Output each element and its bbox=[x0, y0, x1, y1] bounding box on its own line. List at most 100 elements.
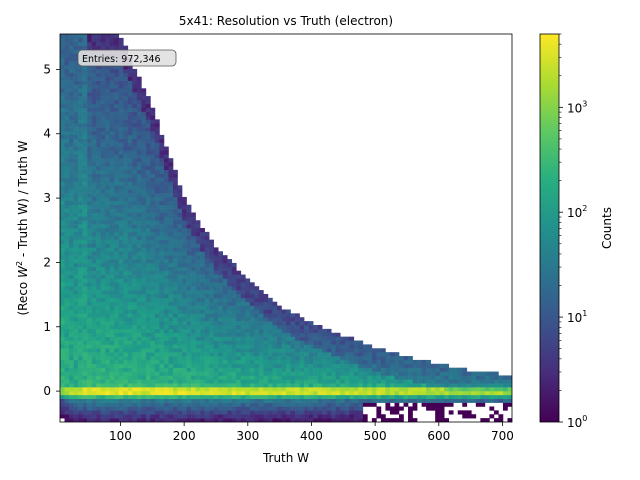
heatmap-cell bbox=[200, 379, 205, 384]
heatmap-cell bbox=[91, 127, 97, 132]
heatmap-cell bbox=[73, 398, 79, 403]
heatmap-cell bbox=[127, 173, 133, 178]
heatmap-cell bbox=[163, 390, 169, 396]
heatmap-cell bbox=[177, 340, 183, 345]
heatmap-cell bbox=[69, 418, 74, 422]
heatmap-cell bbox=[87, 119, 92, 124]
heatmap-cell bbox=[132, 321, 138, 326]
heatmap-cell bbox=[195, 325, 201, 330]
heatmap-cell bbox=[290, 402, 296, 407]
heatmap-cell bbox=[96, 45, 101, 50]
heatmap-cell bbox=[308, 390, 314, 396]
heatmap-cell bbox=[109, 45, 115, 50]
heatmap-cell bbox=[267, 301, 273, 306]
heatmap-cell bbox=[177, 255, 183, 260]
heatmap-cell bbox=[154, 290, 160, 295]
heatmap-cell bbox=[371, 387, 377, 392]
heatmap-cell bbox=[145, 317, 151, 322]
heatmap-cell bbox=[159, 235, 165, 240]
heatmap-cell bbox=[100, 45, 106, 50]
heatmap-cell bbox=[132, 196, 138, 202]
heatmap-cell bbox=[64, 278, 70, 283]
heatmap-cell bbox=[177, 410, 183, 415]
heatmap-cell bbox=[182, 220, 187, 225]
heatmap-cell bbox=[326, 371, 332, 376]
heatmap-cell bbox=[109, 212, 115, 217]
heatmap-cell bbox=[177, 325, 183, 330]
heatmap-cell bbox=[475, 379, 481, 384]
heatmap-cell bbox=[173, 317, 178, 322]
heatmap-cell bbox=[73, 367, 79, 372]
heatmap-cell bbox=[132, 224, 138, 229]
heatmap-cell bbox=[371, 367, 377, 372]
heatmap-cell bbox=[82, 181, 88, 186]
heatmap-cell bbox=[154, 146, 160, 151]
heatmap-cell bbox=[109, 92, 115, 97]
heatmap-cell bbox=[123, 352, 129, 357]
heatmap-cell bbox=[408, 414, 413, 419]
heatmap-cell bbox=[213, 387, 219, 392]
heatmap-cell bbox=[213, 286, 219, 291]
heatmap-cell bbox=[87, 127, 92, 132]
heatmap-cell bbox=[64, 99, 70, 105]
heatmap-cell bbox=[295, 387, 300, 392]
heatmap-cell bbox=[168, 262, 174, 268]
heatmap-cell bbox=[276, 406, 282, 411]
heatmap-cell bbox=[182, 402, 187, 407]
heatmap-cell bbox=[154, 282, 160, 287]
heatmap-cell bbox=[145, 379, 151, 384]
heatmap-cell bbox=[435, 406, 440, 411]
heatmap-cell bbox=[218, 317, 224, 322]
heatmap-cell bbox=[177, 193, 183, 198]
heatmap-cell bbox=[91, 293, 97, 299]
heatmap-cell bbox=[186, 220, 192, 225]
heatmap-cell bbox=[290, 410, 296, 415]
heatmap-cell bbox=[150, 243, 156, 248]
heatmap-cell bbox=[326, 379, 332, 384]
heatmap-cell bbox=[82, 200, 88, 206]
heatmap-cell bbox=[64, 216, 70, 221]
heatmap-cell bbox=[349, 379, 355, 384]
heatmap-cell bbox=[123, 297, 129, 303]
heatmap-cell bbox=[340, 379, 346, 384]
heatmap-cell bbox=[127, 138, 133, 143]
heatmap-cell bbox=[439, 402, 445, 407]
heatmap-cell bbox=[123, 309, 129, 314]
heatmap-cell bbox=[249, 325, 255, 330]
heatmap-cell bbox=[177, 406, 183, 411]
heatmap-cell bbox=[362, 414, 368, 419]
heatmap-cell bbox=[272, 414, 278, 419]
heatmap-cell bbox=[118, 313, 124, 318]
heatmap-cell bbox=[331, 367, 337, 372]
heatmap-cell bbox=[394, 352, 400, 357]
heatmap-cell bbox=[127, 111, 133, 116]
heatmap-cell bbox=[78, 402, 83, 407]
heatmap-cell bbox=[502, 379, 508, 384]
heatmap-cell bbox=[127, 224, 133, 229]
heatmap-cell bbox=[317, 383, 323, 388]
heatmap-cell bbox=[258, 390, 264, 396]
heatmap-cell bbox=[349, 418, 355, 422]
heatmap-cell bbox=[349, 359, 355, 365]
heatmap-cell bbox=[475, 390, 481, 396]
heatmap-cell bbox=[141, 224, 147, 229]
heatmap-cell bbox=[313, 352, 318, 357]
heatmap-cell bbox=[91, 131, 97, 136]
heatmap-cell bbox=[100, 270, 106, 275]
heatmap-cell bbox=[100, 406, 106, 411]
heatmap-cell bbox=[249, 383, 255, 388]
heatmap-cell bbox=[204, 332, 210, 337]
heatmap-cell bbox=[114, 379, 120, 384]
heatmap-cell bbox=[344, 418, 350, 422]
heatmap-cell bbox=[91, 262, 97, 268]
heatmap-cell bbox=[82, 293, 88, 299]
heatmap-cell bbox=[141, 193, 147, 198]
heatmap-cell bbox=[69, 80, 74, 85]
heatmap-cell bbox=[154, 138, 160, 143]
heatmap-cell bbox=[78, 72, 83, 77]
heatmap-cell bbox=[430, 406, 436, 411]
heatmap-cell bbox=[136, 115, 142, 120]
heatmap-cell bbox=[145, 274, 151, 279]
heatmap-cell bbox=[87, 72, 92, 77]
heatmap-cell bbox=[412, 387, 418, 392]
